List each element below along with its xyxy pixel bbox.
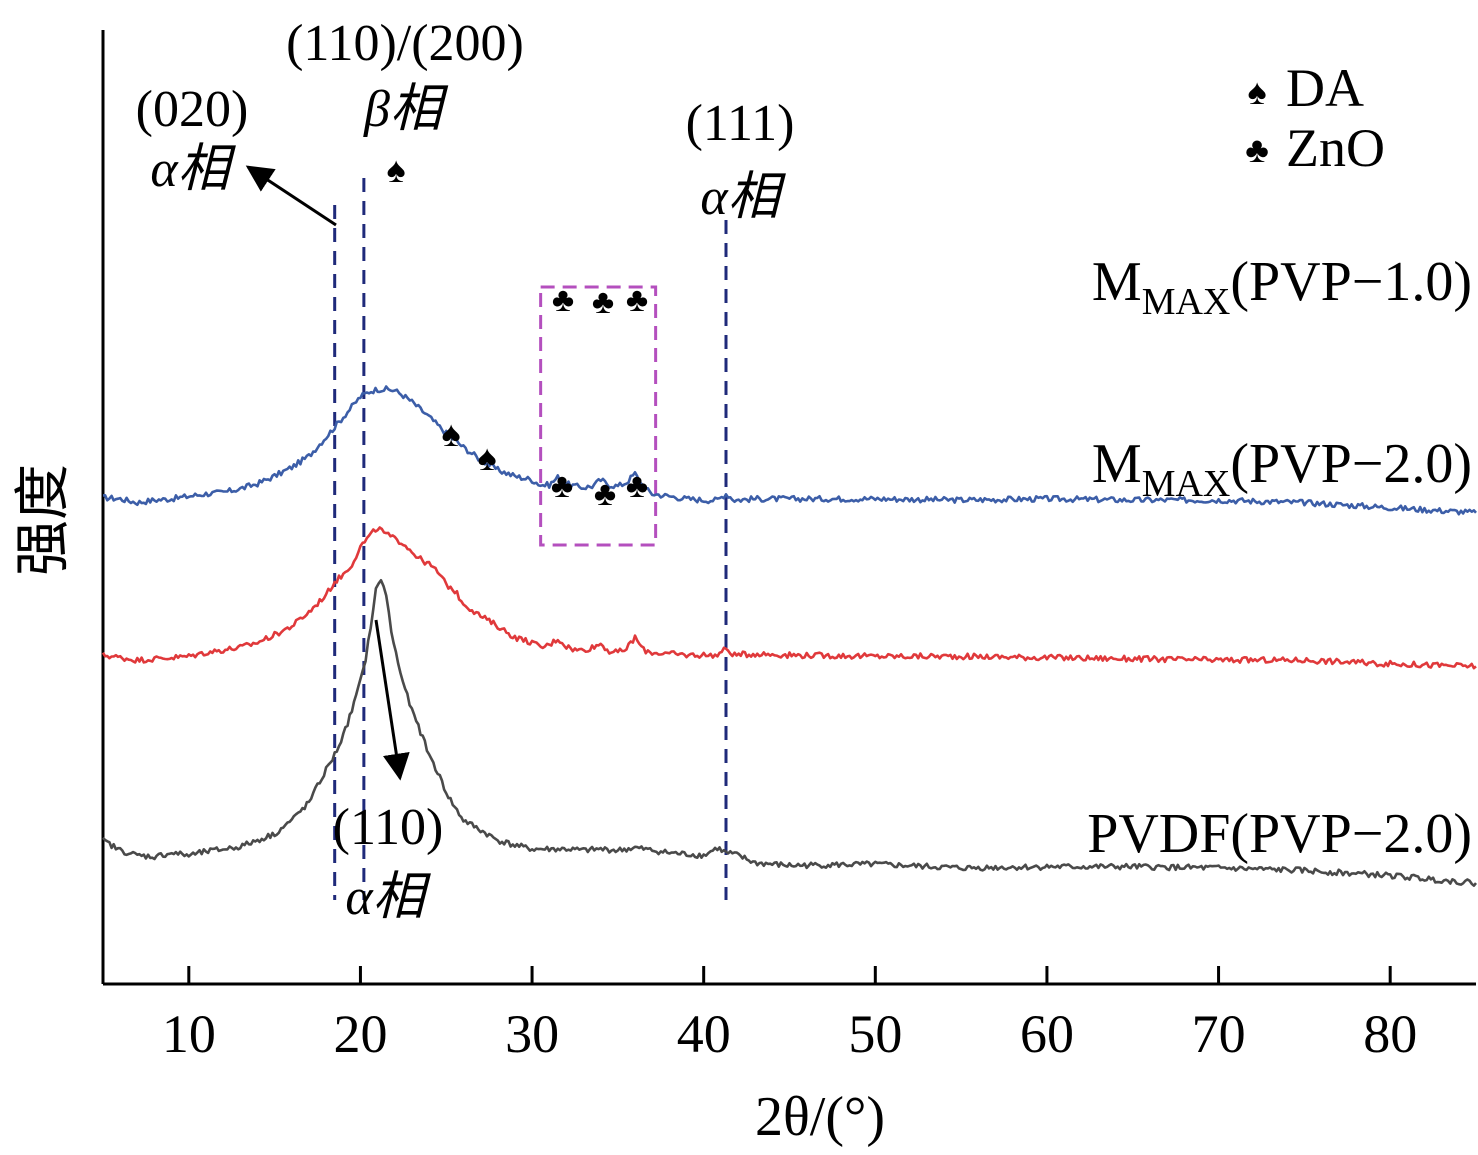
reference-lines xyxy=(333,178,728,900)
legend-label-da: DA xyxy=(1286,58,1364,118)
annotation-110-phase: α相 xyxy=(345,869,431,926)
series-line-2 xyxy=(102,579,1478,887)
x-tick-label-50: 50 xyxy=(848,1004,902,1064)
arrow-020 xyxy=(245,165,337,227)
y-axis-title: 强度 xyxy=(13,464,75,576)
x-tick-label-70: 70 xyxy=(1192,1004,1246,1064)
club-marker-blue-2: ♣ xyxy=(592,284,614,321)
x-tick-label-20: 20 xyxy=(333,1004,387,1064)
series-label-0: MMAX(PVP−1.0) xyxy=(1092,251,1472,323)
arrow-110 xyxy=(374,619,410,781)
legend: ♠ DA ♣ ZnO xyxy=(1245,58,1385,178)
x-axis-title: 2θ/(°) xyxy=(755,1086,885,1148)
series-group xyxy=(101,385,1478,887)
club-marker-red-1: ♣ xyxy=(551,468,573,505)
series-line-1 xyxy=(101,526,1477,670)
annotation-020-index: (020) xyxy=(136,81,249,138)
legend-label-zno: ZnO xyxy=(1286,118,1385,178)
annotation-110-200-phase: β相 xyxy=(363,81,449,138)
annotation-110-index: (110) xyxy=(333,799,444,856)
series-line-0 xyxy=(102,385,1477,516)
x-tick-label-30: 30 xyxy=(505,1004,559,1064)
x-tick-label-40: 40 xyxy=(677,1004,731,1064)
legend-symbol-da: ♠ xyxy=(1247,72,1266,112)
club-marker-blue-3: ♣ xyxy=(626,282,648,319)
x-tick-label-60: 60 xyxy=(1020,1004,1074,1064)
annotation-111-phase: α相 xyxy=(700,169,786,226)
x-axis-ticks: 10 20 30 40 50 60 70 80 xyxy=(162,966,1417,1064)
series-label-1: MMAX(PVP−2.0) xyxy=(1092,433,1472,505)
x-tick-label-80: 80 xyxy=(1363,1004,1417,1064)
series-labels: MMAX(PVP−1.0) MMAX(PVP−2.0) PVDF(PVP−2.0) xyxy=(1087,251,1472,865)
annotation-020-phase: α相 xyxy=(150,141,236,198)
spade-marker-blue: ♠ xyxy=(386,150,405,190)
series-label-2: PVDF(PVP−2.0) xyxy=(1087,803,1472,865)
club-marker-red-3: ♣ xyxy=(626,468,648,505)
x-tick-label-10: 10 xyxy=(162,1004,216,1064)
club-marker-blue-1: ♣ xyxy=(552,282,574,319)
annotation-111-index: (111) xyxy=(686,95,795,152)
club-marker-red-2: ♣ xyxy=(594,476,616,513)
spade-marker-red-1: ♠ xyxy=(441,414,460,454)
spade-marker-red-2: ♠ xyxy=(477,438,496,478)
zno-highlight-box xyxy=(539,285,658,547)
legend-symbol-zno: ♣ xyxy=(1245,130,1269,170)
annotation-110-200-index: (110)/(200) xyxy=(286,15,524,72)
